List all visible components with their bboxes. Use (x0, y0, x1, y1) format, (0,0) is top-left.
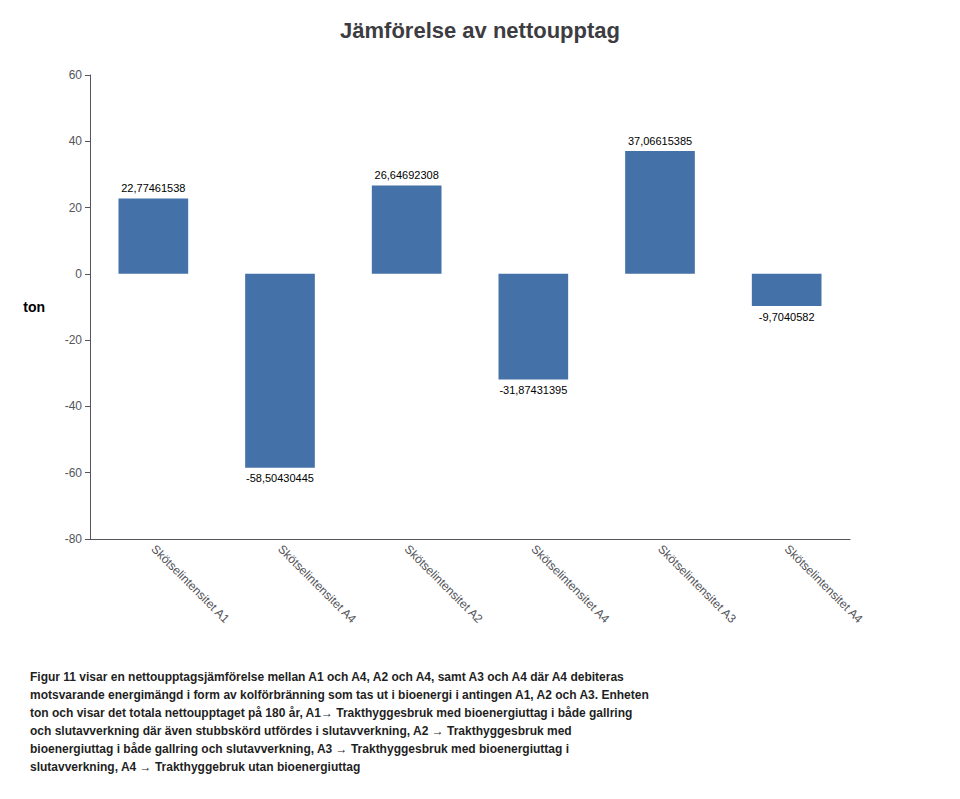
svg-text:26,64692308: 26,64692308 (375, 169, 439, 181)
svg-text:0: 0 (75, 267, 82, 281)
svg-text:Skötselintensitet A4: Skötselintensitet A4 (275, 542, 359, 626)
svg-text:40: 40 (69, 134, 83, 148)
svg-text:slutavverkning, A4 → Trakthygg: slutavverkning, A4 → Trakthyggebruk utan… (30, 760, 360, 774)
svg-text:Skötselintensitet A4: Skötselintensitet A4 (782, 542, 866, 626)
svg-text:60: 60 (69, 68, 83, 82)
svg-text:-58,50430445: -58,50430445 (246, 472, 314, 484)
svg-text:20: 20 (69, 201, 83, 215)
svg-text:Skötselintensitet A2: Skötselintensitet A2 (402, 542, 486, 626)
svg-text:-80: -80 (65, 532, 83, 546)
svg-text:Skötselintensitet A1: Skötselintensitet A1 (148, 542, 232, 626)
svg-text:ton och visar det totala netto: ton och visar det totala nettoupptaget p… (30, 706, 632, 720)
svg-text:bioenergiuttag i både gallring: bioenergiuttag i både gallring och sluta… (30, 742, 569, 756)
svg-text:Skötselintensitet A3: Skötselintensitet A3 (655, 542, 739, 626)
svg-text:-9,7040582: -9,7040582 (759, 311, 815, 323)
svg-text:Skötselintensitet A4: Skötselintensitet A4 (528, 542, 612, 626)
svg-text:och slutavverkning där även st: och slutavverkning där även stubbskörd u… (30, 724, 572, 738)
svg-text:22,77461538: 22,77461538 (121, 182, 185, 194)
svg-text:Jämförelse av nettoupptag: Jämförelse av nettoupptag (340, 18, 620, 43)
svg-text:Figur 11 visar en nettoupptags: Figur 11 visar en nettoupptagsjämförelse… (30, 670, 624, 684)
svg-text:-60: -60 (65, 466, 83, 480)
svg-text:-20: -20 (65, 333, 83, 347)
svg-text:37,06615385: 37,06615385 (628, 135, 692, 147)
svg-text:ton: ton (23, 299, 45, 315)
svg-text:motsvarande energimängd i form: motsvarande energimängd i form av kolför… (30, 688, 649, 702)
svg-text:-31,87431395: -31,87431395 (499, 384, 567, 396)
svg-text:-40: -40 (65, 399, 83, 413)
